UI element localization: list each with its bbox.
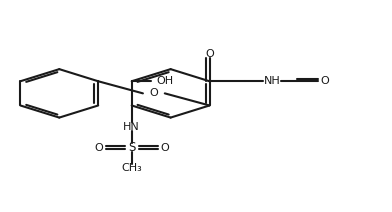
Text: S: S (128, 141, 135, 154)
Text: O: O (94, 143, 103, 153)
Text: NH: NH (264, 76, 280, 86)
Text: HN: HN (123, 121, 140, 131)
Text: O: O (320, 76, 329, 86)
Text: O: O (149, 88, 158, 98)
Text: O: O (205, 49, 214, 59)
Text: CH₃: CH₃ (122, 163, 142, 173)
Text: OH: OH (156, 76, 174, 86)
Text: O: O (161, 143, 169, 153)
